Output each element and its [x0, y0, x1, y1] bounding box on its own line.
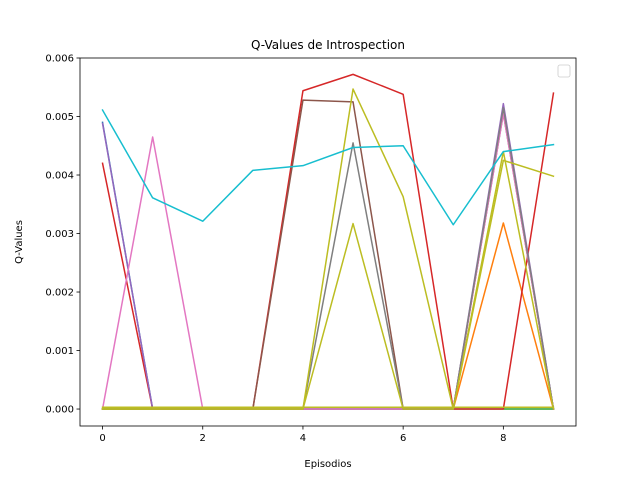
y-tick-label: 0.000 [45, 405, 74, 416]
x-axis: 0 2 4 6 8 [99, 426, 507, 444]
x-tick-label: 0 [99, 433, 105, 444]
y-axis-title: Q-Values [14, 220, 25, 264]
y-tick-label: 0.001 [45, 346, 74, 357]
y-tick-label: 0.004 [45, 171, 74, 182]
y-tick-label: 0.003 [45, 229, 74, 240]
y-axis: 0.000 0.001 0.002 0.003 0.004 0.005 0.006 [45, 54, 80, 416]
y-tick-label: 0.006 [45, 54, 74, 65]
plot-frame [79, 57, 577, 427]
x-tick-label: 4 [300, 433, 306, 444]
series-line-10 [101, 150, 555, 410]
y-tick-label: 0.005 [45, 112, 74, 123]
x-tick-label: 2 [200, 433, 206, 444]
x-tick-label: 8 [500, 433, 506, 444]
legend-box [557, 64, 571, 78]
x-tick-label: 6 [400, 433, 406, 444]
y-tick-label: 0.002 [45, 288, 74, 299]
chart-title: Q-Values de Introspection [251, 38, 405, 52]
series-layer [101, 73, 555, 410]
series-line-11 [101, 109, 555, 226]
x-axis-title: Episodios [304, 459, 351, 470]
